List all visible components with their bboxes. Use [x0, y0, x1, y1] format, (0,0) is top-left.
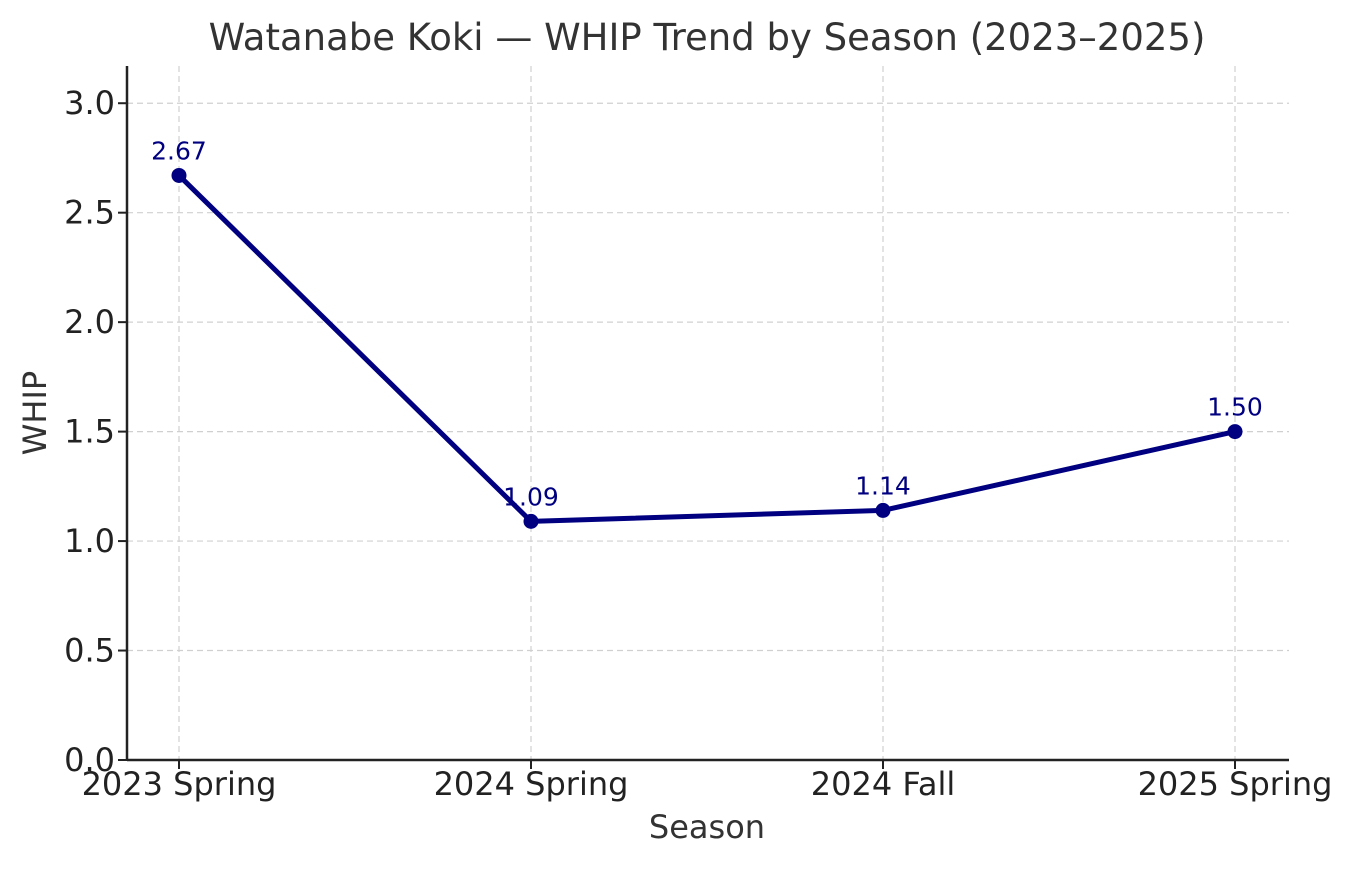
data-label: 1.14: [855, 471, 911, 500]
x-tick-label: 2024 Fall: [811, 765, 955, 803]
data-label: 1.50: [1207, 393, 1263, 422]
data-labels: 2.67 1.09 1.14 1.50: [151, 136, 1263, 511]
y-tick-label: 1.5: [64, 413, 115, 451]
y-tick-label: 0.5: [64, 632, 115, 670]
y-tick-label: 1.0: [64, 522, 115, 560]
y-tick-label: 3.0: [64, 84, 115, 122]
y-tick-label: 2.5: [64, 194, 115, 232]
y-tick-label: 0.0: [64, 741, 115, 779]
grid-lines: [127, 66, 1289, 760]
y-axis-ticks: 0.0 0.5 1.0 1.5 2.0 2.5 3.0: [64, 84, 127, 779]
data-label: 2.67: [151, 136, 207, 165]
x-tick-label: 2023 Spring: [82, 765, 277, 803]
x-tick-label: 2025 Spring: [1138, 765, 1333, 803]
data-point: [1227, 424, 1243, 440]
series: [171, 167, 1243, 529]
y-axis-label: WHIP: [16, 371, 54, 455]
x-axis-label: Season: [649, 808, 765, 846]
axes: [125, 66, 1289, 762]
data-label: 1.09: [503, 482, 559, 511]
data-point: [875, 502, 891, 518]
data-point: [171, 167, 187, 183]
x-tick-label: 2024 Spring: [434, 765, 629, 803]
chart-title: Watanabe Koki — WHIP Trend by Season (20…: [209, 16, 1206, 59]
y-tick-label: 2.0: [64, 303, 115, 341]
data-point: [523, 513, 539, 529]
x-axis-ticks: 2023 Spring 2024 Spring 2024 Fall 2025 Spri…: [82, 760, 1333, 803]
series-line: [176, 172, 1238, 524]
